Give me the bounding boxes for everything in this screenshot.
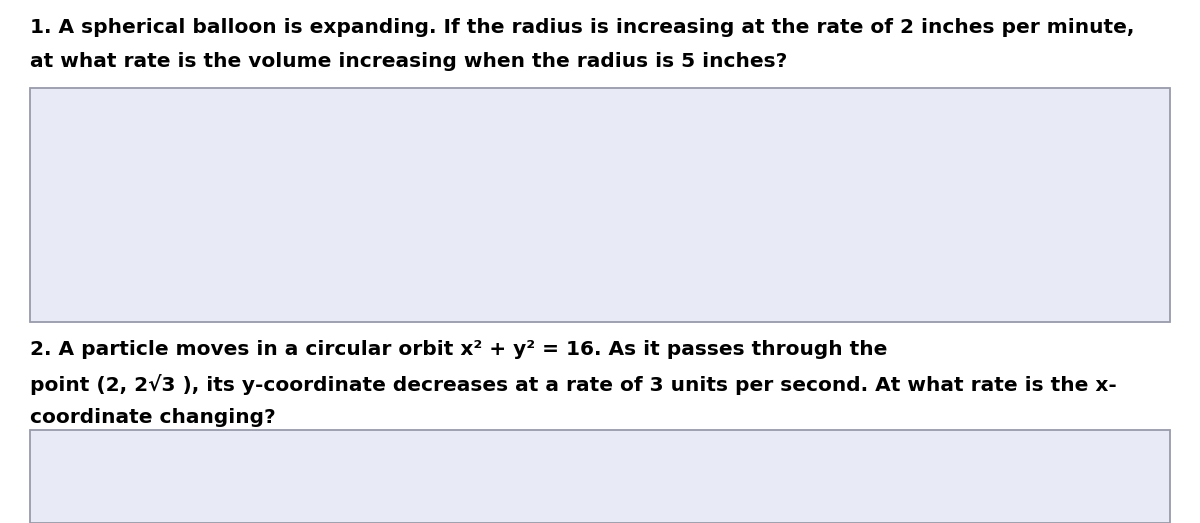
Text: 1. A spherical balloon is expanding. If the radius is increasing at the rate of : 1. A spherical balloon is expanding. If … (30, 18, 1134, 37)
FancyBboxPatch shape (30, 88, 1170, 322)
Text: 2. A particle moves in a circular orbit x² + y² = 16. As it passes through the: 2. A particle moves in a circular orbit … (30, 340, 887, 359)
Text: at what rate is the volume increasing when the radius is 5 inches?: at what rate is the volume increasing wh… (30, 52, 787, 71)
Text: point (2, 2√3 ), its y-coordinate decreases at a rate of 3 units per second. At : point (2, 2√3 ), its y-coordinate decrea… (30, 374, 1117, 395)
Text: coordinate changing?: coordinate changing? (30, 408, 276, 427)
FancyBboxPatch shape (30, 430, 1170, 523)
